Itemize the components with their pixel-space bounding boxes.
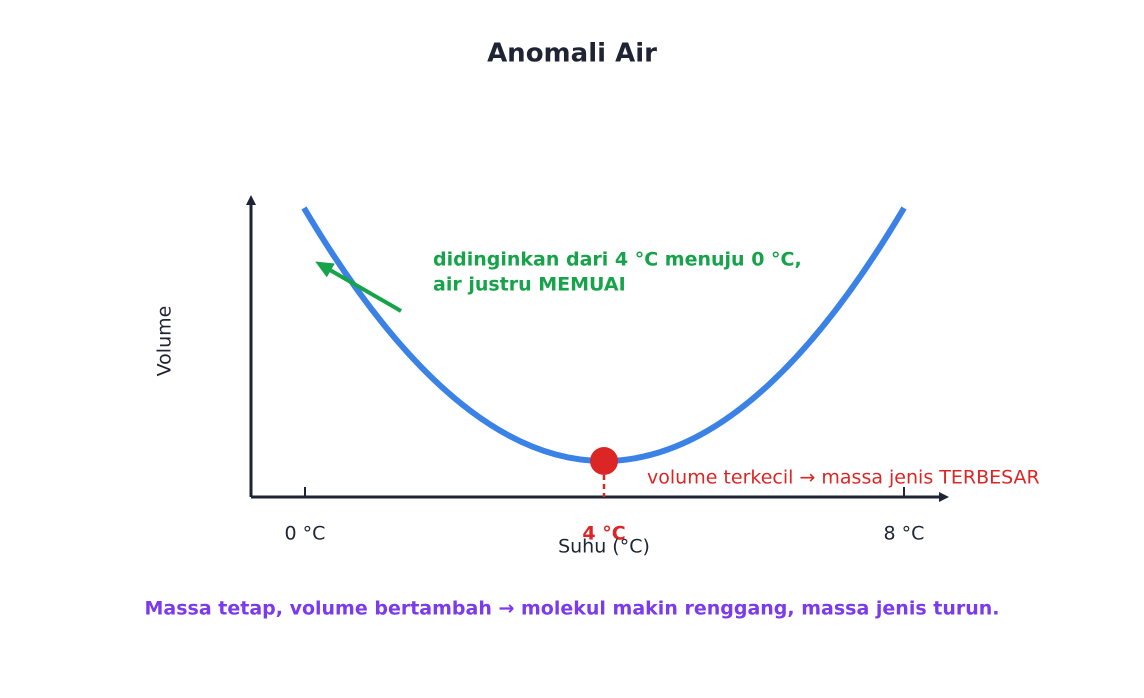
annotation: volume terkecil → massa jenis TERBESAR (647, 467, 1040, 489)
x-label: Suhu (°C) (558, 536, 650, 558)
annotation: didinginkan dari 4 °C menuju 0 °C, (433, 249, 802, 271)
min-point (590, 447, 618, 475)
arrow (315, 261, 402, 313)
caption: Massa tetap, volume bertambah → molekul … (144, 598, 999, 620)
x-tick-label: 4 °C (582, 523, 625, 545)
y-label: Volume (154, 306, 176, 377)
title: Anomali Air (487, 39, 657, 69)
annotation: air justru MEMUAI (433, 274, 626, 296)
x-tick-label: 0 °C (285, 523, 326, 545)
x-tick-label: 8 °C (884, 523, 925, 545)
curve (301, 206, 907, 464)
